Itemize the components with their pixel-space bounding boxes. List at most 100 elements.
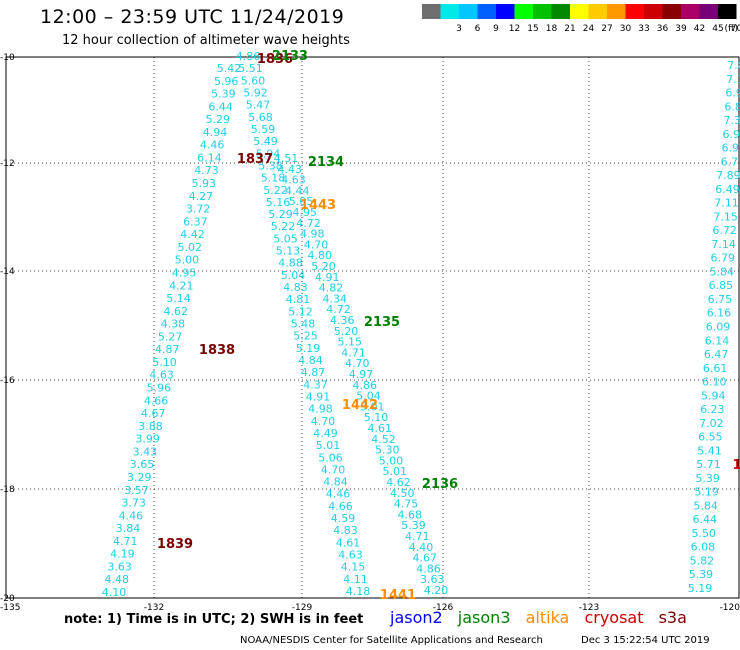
swh-value-label: 6.79 bbox=[710, 252, 735, 265]
swh-value-label: 6.49 bbox=[715, 183, 740, 196]
colorbar-swatch bbox=[607, 4, 626, 19]
colorbar-swatch bbox=[514, 4, 533, 19]
swh-value-label: 4.68 bbox=[398, 508, 423, 521]
lat-tick-label: -18 bbox=[0, 485, 15, 495]
map-title: 12:00 – 23:59 UTC 11/24/2019 bbox=[40, 6, 345, 28]
swh-value-label: 6.10 bbox=[702, 376, 727, 389]
swh-value-label: 5.19 bbox=[688, 582, 713, 595]
swh-value-label: 5.01 bbox=[383, 465, 408, 478]
swh-value-label: 5.22 bbox=[271, 220, 296, 233]
swh-value-label: 5.01 bbox=[316, 439, 341, 452]
swh-value-label: 4.66 bbox=[328, 500, 353, 513]
swh-value-label: 4.94 bbox=[203, 126, 228, 139]
swh-value-label: 5.10 bbox=[152, 356, 177, 369]
pass-labels: 1836 1837 1838 1839 2133 2134 2135 2136 1443 1442… bbox=[157, 49, 740, 603]
swh-value-label: 4.15 bbox=[341, 561, 366, 574]
legend-altika: altika bbox=[525, 608, 570, 627]
swh-value-label: 4.98 bbox=[300, 228, 325, 241]
pass-number-label: 2136 bbox=[422, 477, 458, 492]
swh-value-label: 4.70 bbox=[304, 238, 329, 251]
pass-number-label: 1 bbox=[732, 458, 740, 473]
swh-value-label: 4.70 bbox=[321, 463, 346, 476]
swh-value-label: 5.06 bbox=[318, 451, 343, 464]
swh-value-label: 4.87 bbox=[301, 366, 326, 379]
colorbar-swatch bbox=[440, 4, 459, 19]
swh-value-label: 4.20 bbox=[424, 584, 449, 597]
pass-number-label: 1441 bbox=[380, 588, 416, 603]
swh-value-label: 6.85 bbox=[709, 279, 734, 292]
swh-value-label: 7.11 bbox=[714, 197, 739, 210]
swh-value-label: 5.94 bbox=[701, 389, 726, 402]
swh-value-label: 5.96 bbox=[147, 382, 172, 395]
swh-value-label: 4.86 bbox=[416, 562, 441, 575]
swh-value-label: 5.19 bbox=[694, 486, 719, 499]
swh-value-label: 4.71 bbox=[405, 530, 430, 543]
axis-tick-labels: -135 -132 -129 -126 -123 -120 -10 -12 -14 -16 -18 -… bbox=[0, 53, 740, 613]
colorbar-swatch bbox=[496, 4, 515, 19]
pass-number-label: 1838 bbox=[199, 343, 235, 358]
swh-value-label: 6.14 bbox=[197, 151, 222, 164]
swh-value-label: 4.38 bbox=[161, 318, 186, 331]
lon-tick-label: -135 bbox=[0, 603, 20, 613]
swh-value-label: 4.70 bbox=[311, 415, 336, 428]
swh-colorbar: 3 6 9 12 15 18 21 24 27 30 33 36 39 42 45 70(ft) bbox=[422, 4, 740, 34]
swh-value-label: 4.87 bbox=[155, 343, 180, 356]
colorbar-tick-label: 15 bbox=[527, 24, 538, 34]
swh-value-label: 4.50 bbox=[390, 487, 415, 500]
swh-value-label: 5.38 bbox=[258, 159, 283, 172]
swh-value-label: 6.9 bbox=[723, 128, 740, 141]
swh-value-label: 7.8 bbox=[727, 59, 740, 72]
swh-value-label: 7.3 bbox=[723, 114, 740, 127]
swh-value-label: 4.27 bbox=[189, 190, 214, 203]
pass-number-label: 2133 bbox=[272, 49, 308, 64]
lon-tick-label: -132 bbox=[144, 603, 164, 613]
swh-value-label: 4.84 bbox=[323, 476, 348, 489]
colorbar-swatch bbox=[718, 4, 737, 19]
swh-value-label: 4.83 bbox=[333, 524, 358, 537]
swh-value-label: 4.46 bbox=[119, 509, 144, 522]
swh-value-label: 4.95 bbox=[293, 206, 318, 219]
swh-value-label: 5.18 bbox=[261, 172, 286, 185]
colorbar-swatch bbox=[477, 4, 496, 19]
swh-value-label: 5.20 bbox=[334, 325, 359, 338]
swh-value-label: 5.14 bbox=[166, 292, 191, 305]
swh-value-label: 5.29 bbox=[206, 113, 231, 126]
track-4: 7.87.16.96.87.36.96.96.77.896.497.117.15… bbox=[688, 59, 740, 595]
swh-value-label: 4.80 bbox=[308, 249, 333, 262]
colorbar-tick-label: 36 bbox=[657, 24, 669, 34]
swh-value-label: 6.9 bbox=[725, 87, 740, 100]
swh-value-label: 3.65 bbox=[130, 458, 155, 471]
colorbar-tick-label: 3 bbox=[456, 24, 462, 34]
swh-value-label: 5.10 bbox=[364, 411, 389, 424]
footer-generated-date: Dec 3 15:22:54 UTC 2019 bbox=[581, 635, 710, 646]
swh-value-label: 3.72 bbox=[186, 203, 211, 216]
swh-value-label: 4.52 bbox=[371, 433, 396, 446]
swh-value-label: 6.7 bbox=[721, 155, 739, 168]
swh-value-label: 5.60 bbox=[241, 74, 266, 87]
colorbar-tick-label: 70 bbox=[731, 24, 740, 34]
swh-value-label: 4.86 bbox=[353, 379, 378, 392]
colorbar-swatch bbox=[662, 4, 681, 19]
track-2: 4.865.515.605.925.475.685.595.495.945.38… bbox=[236, 50, 371, 598]
colorbar-tick-label: 21 bbox=[564, 24, 575, 34]
swh-value-label: 4.63 bbox=[338, 549, 363, 562]
swh-value-label: 5.94 bbox=[256, 147, 281, 160]
swh-value-label: 3.84 bbox=[116, 522, 141, 535]
swh-value-label: 5.50 bbox=[692, 527, 717, 540]
swh-value-label: 4.95 bbox=[172, 266, 197, 279]
swh-value-label: 4.36 bbox=[330, 314, 355, 327]
swh-value-label: 5.29 bbox=[268, 208, 293, 221]
colorbar-tick-label: 42 bbox=[694, 24, 705, 34]
swh-value-label: 5.84 bbox=[693, 499, 718, 512]
swh-value-label: 4.82 bbox=[319, 282, 344, 295]
lat-tick-label: -12 bbox=[0, 159, 15, 169]
swh-value-label: 5.71 bbox=[696, 458, 721, 471]
colorbar-swatch bbox=[625, 4, 644, 19]
map-frame bbox=[5, 56, 740, 599]
swh-value-label: 6.08 bbox=[691, 541, 716, 554]
pass-number-label: 1837 bbox=[237, 152, 273, 167]
swh-value-label: 4.48 bbox=[105, 573, 130, 586]
satellite-tracks: 5.425.965.396.445.294.944.466.144.735.93… bbox=[102, 50, 740, 599]
swh-value-label: 5.68 bbox=[248, 111, 273, 124]
swh-value-label: 6.9 bbox=[722, 142, 740, 155]
